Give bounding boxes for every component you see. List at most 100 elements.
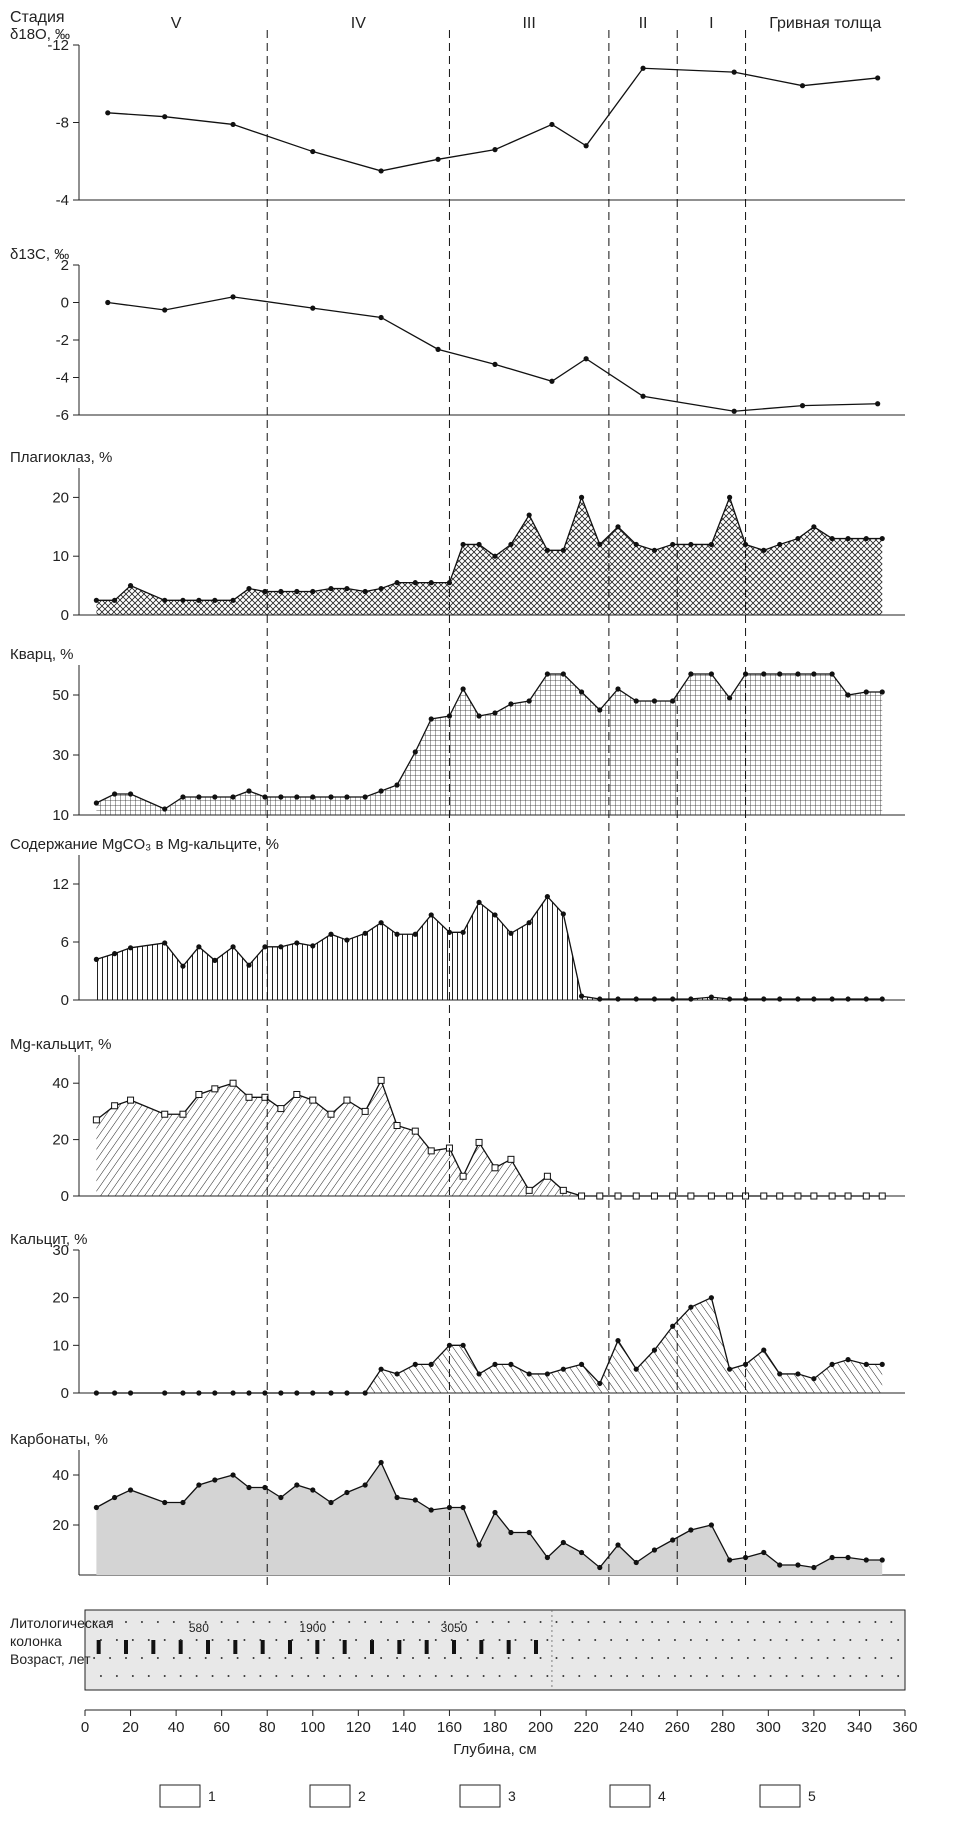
lith-dot	[396, 1621, 399, 1623]
legend-swatch-plant	[609, 1784, 651, 1808]
lith-dot	[699, 1621, 701, 1623]
lith-dot	[220, 1621, 223, 1623]
lith-dot	[689, 1675, 692, 1677]
data-point	[508, 701, 514, 707]
data-point	[309, 1096, 317, 1104]
data-point	[492, 710, 498, 716]
data-point	[492, 147, 498, 153]
data-point	[761, 996, 767, 1002]
data-point	[328, 1499, 334, 1506]
data-point	[428, 1361, 434, 1367]
data-point	[544, 547, 550, 553]
lith-dot	[434, 1675, 437, 1677]
data-point	[428, 716, 434, 722]
data-point	[230, 794, 236, 800]
data-point	[261, 1093, 269, 1101]
value-tick-label: -8	[56, 115, 69, 132]
lith-dot	[115, 1639, 118, 1641]
lith-dot	[897, 1675, 900, 1677]
lith-dash-mark	[288, 1640, 292, 1654]
data-point	[844, 1192, 852, 1200]
data-point	[162, 1499, 168, 1506]
lith-dot	[498, 1639, 501, 1641]
data-point	[560, 911, 566, 917]
lith-dot	[163, 1675, 166, 1677]
data-point	[211, 1085, 219, 1093]
value-tick-label: 12	[52, 876, 69, 893]
lith-dot	[227, 1675, 230, 1677]
lith-dot	[865, 1675, 868, 1677]
data-point	[670, 996, 676, 1002]
data-point	[526, 698, 532, 704]
lith-dot	[434, 1639, 437, 1641]
depth-tick-label: 240	[619, 1719, 644, 1736]
data-point	[328, 1390, 334, 1396]
depth-tick-label: 60	[213, 1719, 230, 1736]
data-point	[492, 553, 498, 559]
data-point	[246, 788, 252, 794]
data-point	[583, 356, 589, 362]
legend-number: 1	[208, 1788, 216, 1804]
data-point	[688, 671, 694, 677]
lith-dot	[147, 1675, 150, 1677]
lith-dot	[769, 1675, 772, 1677]
lith-dot	[252, 1657, 255, 1659]
data-point	[633, 996, 639, 1002]
stage-label: Гривная толща	[769, 15, 881, 32]
data-point	[727, 695, 733, 701]
lith-dash-mark	[479, 1640, 484, 1654]
series-line	[107, 67, 878, 172]
data-point	[394, 782, 400, 788]
data-point	[361, 1107, 369, 1115]
data-point	[212, 794, 218, 800]
lith-dot	[99, 1639, 102, 1641]
data-point	[230, 597, 236, 603]
stage-title: Стадия	[10, 9, 65, 26]
lith-dot	[530, 1675, 533, 1677]
data-point	[879, 996, 885, 1002]
lith-dot	[619, 1621, 622, 1623]
lith-dot	[523, 1657, 526, 1659]
data-point	[310, 1390, 316, 1396]
lith-dot	[348, 1621, 351, 1623]
value-tick-label: 0	[61, 295, 69, 312]
depth-tick-label: 40	[168, 1719, 185, 1736]
stage-label: IV	[351, 15, 366, 32]
data-point	[810, 1192, 818, 1200]
data-point	[92, 1116, 100, 1124]
lith-dash-mark	[315, 1640, 320, 1654]
data-point	[811, 1376, 817, 1382]
data-point	[412, 1361, 418, 1367]
data-point	[795, 535, 801, 542]
data-point	[811, 671, 817, 677]
data-point	[378, 788, 384, 794]
data-point	[262, 944, 268, 950]
data-point	[310, 1487, 316, 1493]
lith-dot	[651, 1621, 654, 1623]
data-point	[651, 547, 658, 553]
data-point	[310, 305, 316, 311]
lith-dot	[386, 1639, 389, 1641]
data-point	[394, 1494, 400, 1501]
lith-dot	[785, 1639, 788, 1641]
lith-dot	[332, 1621, 335, 1623]
lith-dot	[842, 1657, 845, 1659]
data-point	[246, 1484, 252, 1491]
value-tick-label: 20	[52, 1517, 69, 1534]
lith-dot	[109, 1657, 112, 1659]
legend-number: 3	[508, 1788, 516, 1804]
lith-dot	[316, 1621, 319, 1623]
lith-column-frame	[84, 1609, 906, 1691]
value-tick-label: 40	[52, 1467, 69, 1484]
lith-dot	[594, 1639, 597, 1641]
legend-number: 2	[358, 1788, 366, 1804]
lith-dot	[578, 1675, 581, 1677]
data-point	[294, 794, 300, 800]
data-point	[476, 541, 482, 548]
data-point	[507, 1155, 515, 1163]
data-point	[742, 1361, 749, 1367]
data-point	[460, 1504, 466, 1511]
lith-dot	[826, 1621, 829, 1623]
data-point	[492, 1361, 498, 1367]
data-point	[727, 494, 733, 500]
